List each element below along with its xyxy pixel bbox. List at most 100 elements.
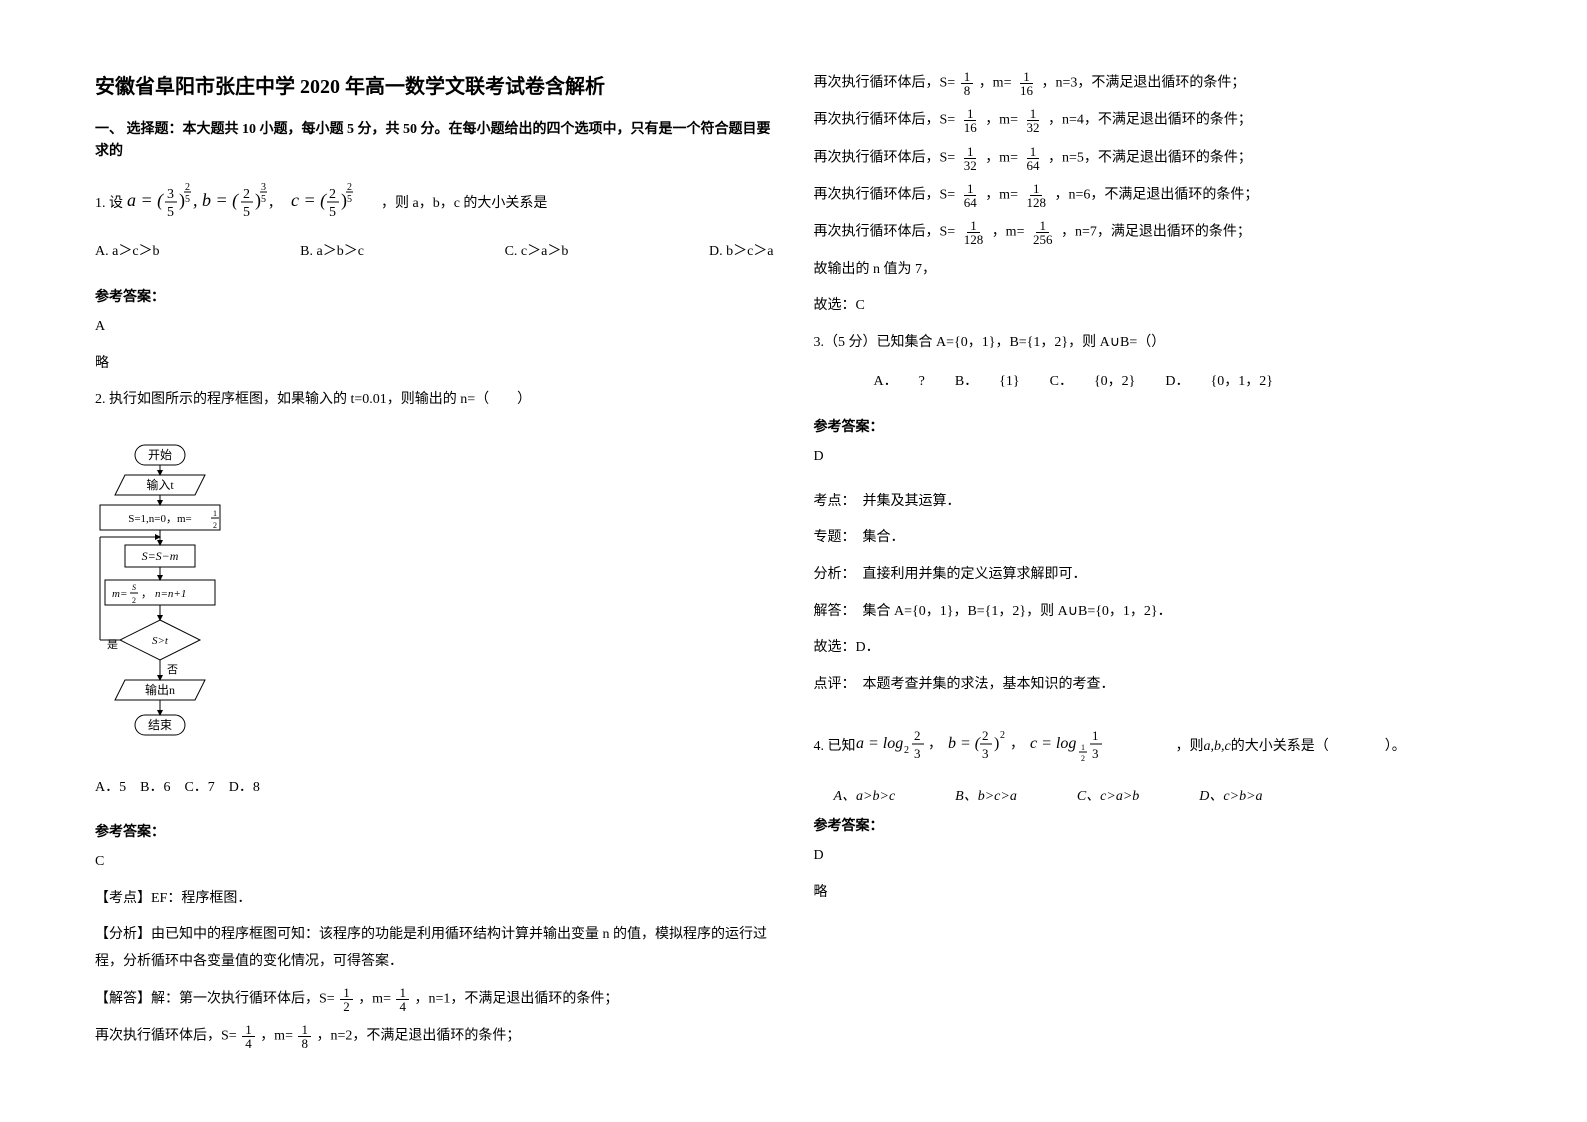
svg-text:2: 2	[329, 187, 336, 202]
svg-text:3: 3	[1092, 746, 1099, 761]
q2-options: A．5 B．6 C．7 D．8	[95, 775, 774, 802]
page-title: 安徽省阜阳市张庄中学 2020 年高一数学文联考试卷含解析	[95, 70, 774, 99]
svg-text:3: 3	[167, 187, 174, 202]
q4-opt-d: D、c>b>a	[1199, 785, 1262, 805]
q3-dp: 点评： 本题考查并集的求法，基本知识的考查．	[814, 672, 1493, 699]
q3-opt-b: B． {1}	[955, 369, 1020, 394]
q4-abc: a,b,c	[1204, 734, 1231, 759]
answer-label-3: 参考答案：	[814, 416, 1493, 436]
svg-text:2: 2	[1081, 754, 1085, 763]
q3-zt: 专题： 集合．	[814, 525, 1493, 552]
svg-text:3: 3	[914, 746, 921, 761]
answer-label-4: 参考答案：	[814, 815, 1493, 835]
svg-text:): )	[994, 735, 999, 752]
svg-text:, b = (: , b = (	[193, 190, 239, 211]
svg-text:1: 1	[1081, 743, 1085, 752]
svg-text:3: 3	[982, 746, 989, 761]
svg-text:2: 2	[904, 745, 909, 756]
q2-jd-5: 再次执行循环体后，S= 132 ，m= 164 ，n=5，不满足退出循环的条件；	[814, 145, 1493, 172]
section-header: 一、 选择题：本大题共 10 小题，每小题 5 分，共 50 分。在每小题给出的…	[95, 119, 774, 164]
svg-text:2: 2	[132, 596, 136, 605]
q2-jd-3: 再次执行循环体后，S= 18 ，m= 116 ，n=3，不满足退出循环的条件；	[814, 70, 1493, 97]
q3-opt-c: C． {0，2}	[1050, 369, 1136, 394]
left-column: 安徽省阜阳市张庄中学 2020 年高一数学文联考试卷含解析 一、 选择题：本大题…	[95, 70, 774, 1082]
svg-text:5: 5	[167, 205, 174, 220]
q4-answer: D	[814, 843, 1493, 870]
q2-fx: 【分析】由已知中的程序框图可知：该程序的功能是利用循环结构计算并输出变量 n 的…	[95, 922, 774, 975]
svg-text:S=1,n=0，m=: S=1,n=0，m=	[128, 513, 192, 525]
q1-math: a = ( 3 5 ) 2 5 , b = ( 2 5 ) 3 5 ,	[127, 174, 377, 233]
svg-text:5: 5	[347, 194, 352, 205]
svg-text:5: 5	[329, 205, 336, 220]
q3-kd: 考点： 并集及其运算．	[814, 489, 1493, 516]
question-1: 1. 设 a = ( 3 5 ) 2 5 , b = ( 2 5 ) 3	[95, 174, 774, 264]
svg-text:2: 2	[347, 182, 352, 193]
svg-text:，: ，	[141, 588, 152, 600]
answer-label-2: 参考答案：	[95, 821, 774, 841]
q4-suffix: 的大小关系是（ ）。	[1231, 734, 1406, 759]
svg-text:输入t: 输入t	[146, 477, 174, 492]
svg-text:5: 5	[243, 205, 250, 220]
q4-opt-a: A、a>b>c	[834, 785, 896, 805]
svg-text:开始: 开始	[148, 448, 172, 462]
svg-text:,: ,	[269, 190, 292, 210]
q1-opt-b: B. a＞b＞c	[300, 239, 364, 264]
q3-opt-d: D． {0，1，2}	[1165, 369, 1273, 394]
svg-text:2: 2	[914, 728, 921, 743]
svg-text:c = log: c = log	[1030, 735, 1076, 752]
svg-text:2: 2	[243, 187, 250, 202]
q2-jd-1: 【解答】解：第一次执行循环体后，S= 12 ，m= 14 ，n=1，不满足退出循…	[95, 986, 774, 1013]
svg-text:2: 2	[213, 521, 217, 530]
q1-suffix: ，则 a，b，c 的大小关系是	[381, 191, 547, 216]
q3-options: A． ? B． {1} C． {0，2} D． {0，1，2}	[814, 369, 1493, 394]
svg-text:c = (: c = (	[291, 190, 327, 211]
q2-out: 故输出的 n 值为 7，	[814, 257, 1493, 284]
svg-text:n=n+1: n=n+1	[155, 588, 186, 600]
q3-jd: 解答： 集合 A={0，1}，B={1，2}，则 A∪B={0，1，2}．	[814, 599, 1493, 626]
svg-text:1: 1	[213, 509, 217, 518]
q1-opt-c: C. c＞a＞b	[505, 239, 569, 264]
svg-text:5: 5	[261, 194, 266, 205]
svg-text:S>t: S>t	[152, 635, 169, 647]
q3-opt-a: A． ?	[874, 369, 925, 394]
q2-jd-2: 再次执行循环体后，S= 14 ，m= 18 ，n=2，不满足退出循环的条件；	[95, 1023, 774, 1050]
q4-mid: ，则	[1176, 734, 1204, 759]
question-4: 4. 已知 a = log 2 2 3 ， b = ( 2 3 ) 2 ， c …	[814, 720, 1493, 773]
svg-text:5: 5	[185, 194, 190, 205]
flowchart: 开始 输入t S=1,n=0，m= 1 2 S=S−m m= S 2	[95, 440, 774, 760]
q2-answer: C	[95, 849, 774, 876]
svg-text:2: 2	[1000, 730, 1005, 741]
q2-kp: 【考点】EF：程序框图．	[95, 886, 774, 913]
q2-jd-7: 再次执行循环体后，S= 1128 ，m= 1256 ，n=7，满足退出循环的条件…	[814, 219, 1493, 246]
svg-text:，: ，	[1010, 737, 1024, 752]
answer-label-1: 参考答案：	[95, 286, 774, 306]
svg-text:1: 1	[1092, 728, 1099, 743]
q4-note: 略	[814, 880, 1493, 907]
svg-text:2: 2	[982, 728, 989, 743]
q3-answer: D	[814, 444, 1493, 471]
q4-prefix: 4. 已知	[814, 734, 856, 759]
q3-gx: 故选：D．	[814, 635, 1493, 662]
q1-options: A. a＞c＞b B. a＞b＞c C. c＞a＞b D. b＞c＞a	[95, 239, 774, 264]
svg-text:2: 2	[185, 182, 190, 193]
svg-text:3: 3	[261, 182, 266, 193]
q4-options: A、a>b>c B、b>c>a C、c>a>b D、c>b>a	[814, 785, 1493, 805]
svg-text:S=S−m: S=S−m	[142, 549, 179, 563]
svg-text:输出n: 输出n	[145, 682, 175, 697]
q2-jd-4: 再次执行循环体后，S= 116 ，m= 132 ，n=4，不满足退出循环的条件；	[814, 107, 1493, 134]
q3-fx: 分析： 直接利用并集的定义运算求解即可．	[814, 562, 1493, 589]
svg-text:a = log: a = log	[856, 735, 903, 752]
q3-text: 3.（5 分）已知集合 A={0，1}，B={1，2}，则 A∪B=（）	[814, 330, 1493, 355]
q1-answer: A	[95, 314, 774, 341]
right-column: 再次执行循环体后，S= 18 ，m= 116 ，n=3，不满足退出循环的条件； …	[814, 70, 1493, 1082]
q4-opt-b: B、b>c>a	[955, 785, 1017, 805]
svg-text:S: S	[132, 583, 136, 592]
q1-opt-a: A. a＞c＞b	[95, 239, 160, 264]
svg-text:，: ，	[928, 737, 942, 752]
q2-sel: 故选：C	[814, 293, 1493, 320]
q2-text: 2. 执行如图所示的程序框图，如果输入的 t=0.01，则输出的 n=（ ）	[95, 387, 774, 412]
q1-note: 略	[95, 351, 774, 378]
svg-text:a = (: a = (	[127, 190, 164, 211]
q2-jd-6: 再次执行循环体后，S= 164 ，m= 1128 ，n=6，不满足退出循环的条件…	[814, 182, 1493, 209]
svg-text:m=: m=	[112, 588, 127, 600]
